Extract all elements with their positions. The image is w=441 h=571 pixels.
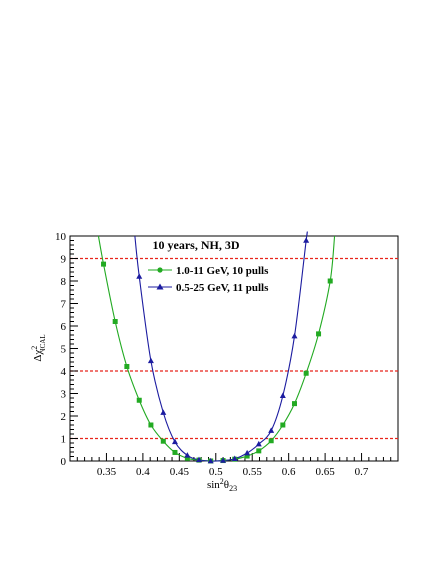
series-2-point xyxy=(255,440,262,447)
y-tick-label: 0 xyxy=(61,456,67,468)
series-1-point xyxy=(280,422,286,428)
series-1-point xyxy=(101,261,107,267)
x-tick-label: 0.55 xyxy=(243,466,263,478)
series-2-point xyxy=(147,357,154,364)
legend-marker-series-2 xyxy=(156,283,164,290)
series-2-point xyxy=(184,452,191,458)
legend: 1.0-11 GeV, 10 pulls 0.5-25 GeV, 11 pull… xyxy=(148,265,269,294)
y-tick-label: 7 xyxy=(61,299,67,311)
y-tick-label: 1 xyxy=(61,434,67,446)
series-2-point xyxy=(207,457,214,464)
series-2-point xyxy=(231,455,238,461)
series-1-point xyxy=(136,397,142,403)
y-tick-label: 10 xyxy=(55,231,67,243)
series-1-point xyxy=(244,453,250,459)
x-tick-label: 0.65 xyxy=(315,466,335,478)
series-1-point xyxy=(124,364,130,369)
series-1-point xyxy=(291,401,297,407)
x-tick-label: 0.4 xyxy=(136,466,150,478)
x-tick-label: 0.45 xyxy=(170,466,190,478)
series-2-point xyxy=(268,427,275,433)
series-2-point xyxy=(291,332,298,339)
y-tick-label: 9 xyxy=(61,254,67,266)
x-tick-label: 0.35 xyxy=(97,466,117,478)
series-1-point xyxy=(184,455,190,461)
legend-label-series-2: 0.5-25 GeV, 11 pulls xyxy=(176,282,269,294)
series-2-point xyxy=(160,409,167,415)
x-tick-label: 0.7 xyxy=(355,466,369,478)
legend-marker-series-1 xyxy=(157,267,163,273)
y-tick-label: 2 xyxy=(61,411,67,423)
series-1-point xyxy=(268,438,274,444)
series-1-point xyxy=(256,448,262,454)
series-2-point xyxy=(136,273,143,279)
legend-label-series-1: 1.0-11 GeV, 10 pulls xyxy=(176,265,269,277)
x-axis-title: sin2θ23 xyxy=(207,477,237,493)
y-axis-title: Δχ2ICAL xyxy=(30,334,47,361)
series-1-point xyxy=(172,449,178,455)
series-2-point xyxy=(244,449,251,456)
series-1-point xyxy=(316,331,322,337)
series-1-point xyxy=(303,370,309,376)
series-markers xyxy=(101,237,333,464)
y-tick-label: 8 xyxy=(61,276,67,288)
series-2-point xyxy=(303,237,310,243)
y-tick-label: 6 xyxy=(61,321,67,333)
y-tick-label: 4 xyxy=(61,366,67,378)
series-2-point xyxy=(220,457,227,463)
y-tick-label: 5 xyxy=(61,344,67,356)
series-1-point xyxy=(148,422,154,428)
series-2-point xyxy=(171,438,178,445)
x-tick-label: 0.6 xyxy=(282,466,296,478)
y-tick-label: 3 xyxy=(61,389,67,401)
x-tick-label: 0.5 xyxy=(209,466,223,478)
series-2-point xyxy=(196,456,203,463)
series-1-point xyxy=(327,278,333,284)
y-ticks: 0 1 2 3 4 5 6 7 8 9 10 xyxy=(55,231,78,468)
series-1-point xyxy=(112,319,118,324)
chart-title: 10 years, NH, 3D xyxy=(153,238,240,252)
series-2-point xyxy=(279,392,286,398)
series-1-point xyxy=(160,438,166,444)
